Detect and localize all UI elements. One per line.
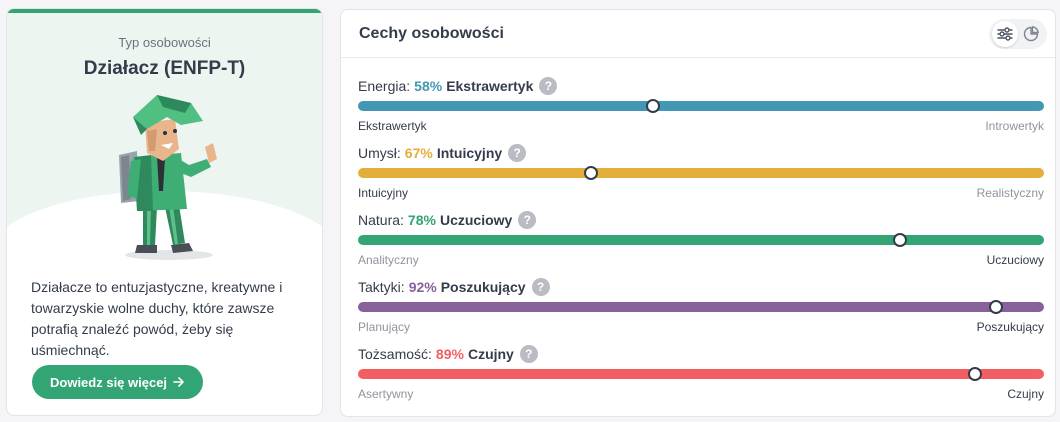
view-toggle bbox=[989, 19, 1047, 49]
pie-chart-icon bbox=[1023, 26, 1039, 42]
help-icon[interactable]: ? bbox=[518, 211, 537, 229]
type-label: Typ osobowości bbox=[118, 35, 211, 50]
trait-nature: Natura: 78% Uczuciowy ? Analityczny Uczu… bbox=[358, 211, 1044, 271]
help-icon[interactable]: ? bbox=[539, 77, 558, 95]
trait-marker bbox=[892, 233, 907, 247]
trait-bar bbox=[358, 300, 1044, 314]
traits-card: Cechy osobowości bbox=[340, 9, 1056, 417]
trait-left-pole: Planujący bbox=[358, 320, 411, 334]
sliders-view-button[interactable] bbox=[992, 21, 1018, 47]
trait-marker bbox=[645, 99, 660, 113]
sliders-icon bbox=[997, 27, 1013, 41]
trait-right-pole: Poszukujący bbox=[976, 320, 1044, 334]
trait-bar bbox=[358, 99, 1044, 113]
trait-left-pole: Intuicyjny bbox=[358, 186, 409, 200]
trait-percent: 58% bbox=[414, 78, 443, 94]
pie-chart-view-button[interactable] bbox=[1018, 21, 1044, 47]
learn-more-button[interactable]: Dowiedz się więcej bbox=[32, 365, 204, 399]
trait-identity: Tożsamość: 89% Czujny ? Asertywny Czujny bbox=[358, 345, 1044, 405]
trait-name: Poszukujący bbox=[440, 279, 526, 295]
trait-marker bbox=[584, 166, 599, 180]
trait-marker bbox=[968, 367, 983, 381]
help-icon[interactable]: ? bbox=[519, 345, 538, 363]
trait-title: Energia: 58% Ekstrawertyk ? bbox=[358, 77, 558, 95]
trait-right-pole: Realistyczny bbox=[976, 186, 1044, 200]
trait-title: Umysł: 67% Intuicyjny ? bbox=[358, 144, 527, 162]
trait-marker bbox=[988, 300, 1003, 314]
type-description: Działacze to entuzjastyczne, kreatywne i… bbox=[31, 279, 283, 358]
card-accent-bar bbox=[7, 9, 322, 13]
trait-right-pole: Introwertyk bbox=[985, 119, 1044, 133]
trait-right-pole: Uczuciowy bbox=[986, 253, 1044, 267]
trait-bar bbox=[358, 367, 1044, 381]
trait-title: Tożsamość: 89% Czujny ? bbox=[358, 345, 538, 363]
trait-title: Taktyki: 92% Poszukujący ? bbox=[358, 278, 550, 296]
help-icon[interactable]: ? bbox=[531, 278, 550, 296]
trait-percent: 89% bbox=[435, 346, 464, 362]
trait-label: Tożsamość: bbox=[358, 346, 432, 362]
trait-name: Ekstrawertyk bbox=[446, 78, 534, 94]
trait-energy: Energia: 58% Ekstrawertyk ? Ekstrawertyk… bbox=[358, 77, 1044, 137]
trait-tactics: Taktyki: 92% Poszukujący ? Planujący Pos… bbox=[358, 278, 1044, 338]
trait-bar bbox=[358, 233, 1044, 247]
type-name: Działacz (ENFP-T) bbox=[83, 58, 246, 79]
trait-percent: 78% bbox=[407, 212, 436, 228]
trait-left-pole: Analityczny bbox=[358, 253, 419, 267]
help-icon[interactable]: ? bbox=[508, 144, 527, 162]
learn-more-label: Dowiedz się więcej bbox=[50, 374, 168, 390]
trait-left-pole: Asertywny bbox=[358, 387, 414, 401]
campaigner-illustration bbox=[119, 95, 217, 260]
trait-percent: 92% bbox=[408, 279, 437, 295]
trait-percent: 67% bbox=[404, 145, 433, 161]
traits-header: Cechy osobowości bbox=[341, 10, 1055, 58]
traits-title: Cechy osobowości bbox=[359, 25, 504, 42]
trait-right-pole: Czujny bbox=[1007, 387, 1044, 401]
trait-left-pole: Ekstrawertyk bbox=[358, 119, 427, 133]
personality-type-card: Typ osobowości Działacz (ENFP-T) bbox=[6, 8, 323, 416]
trait-title: Natura: 78% Uczuciowy ? bbox=[358, 211, 537, 229]
trait-name: Intuicyjny bbox=[436, 145, 503, 161]
trait-mind: Umysł: 67% Intuicyjny ? Intuicyjny Reali… bbox=[358, 144, 1044, 204]
arrow-right-icon bbox=[173, 377, 184, 387]
trait-label: Natura: bbox=[358, 212, 404, 228]
trait-bar bbox=[358, 166, 1044, 180]
trait-name: Uczuciowy bbox=[439, 212, 513, 228]
trait-label: Taktyki: bbox=[358, 279, 405, 295]
trait-label: Umysł: bbox=[358, 145, 401, 161]
trait-label: Energia: bbox=[358, 78, 411, 94]
trait-name: Czujny bbox=[467, 346, 514, 362]
